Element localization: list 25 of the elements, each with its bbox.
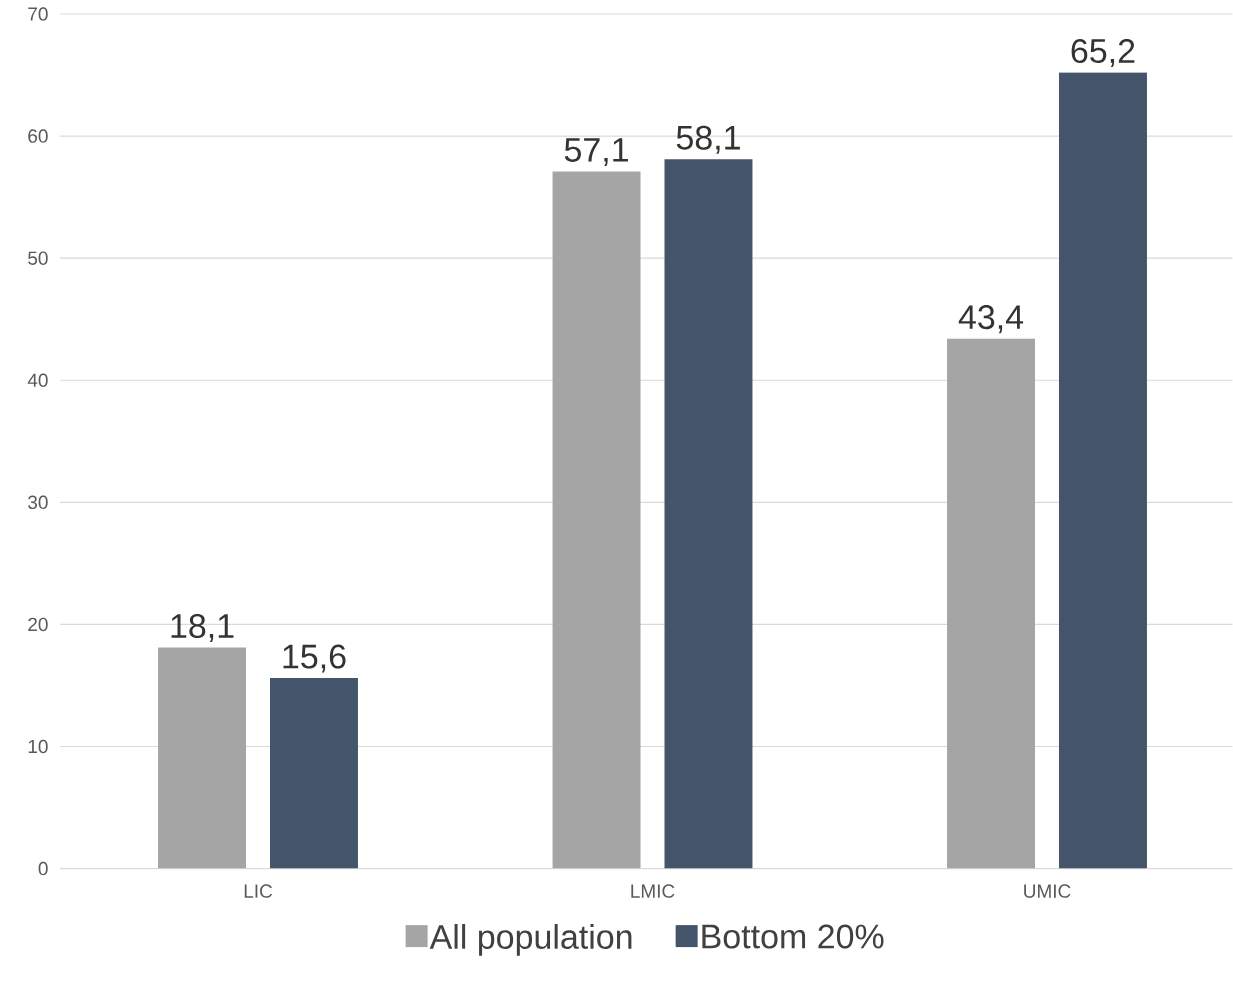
y-tick-label: 10 bbox=[28, 740, 48, 754]
bar bbox=[947, 338, 1036, 869]
y-tick-label: 60 bbox=[28, 129, 48, 144]
y-tick-label: 30 bbox=[28, 495, 48, 510]
x-tick-label: LIC bbox=[244, 884, 273, 899]
y-tick-label: 70 bbox=[28, 7, 48, 21]
y-tick-label: 20 bbox=[28, 617, 48, 632]
x-tick-label: UMIC bbox=[1024, 884, 1071, 899]
bar bbox=[664, 159, 753, 869]
data-label: 58,1 bbox=[676, 125, 740, 154]
bar bbox=[552, 171, 641, 869]
x-tick-label: LMIC bbox=[631, 884, 675, 899]
bar bbox=[270, 678, 358, 869]
data-label: 57,1 bbox=[564, 138, 628, 167]
data-label: 43,4 bbox=[958, 305, 1024, 334]
legend-label: Bottom 20% bbox=[702, 924, 884, 949]
y-tick-label: 0 bbox=[38, 862, 48, 876]
data-label: 15,6 bbox=[283, 644, 346, 673]
data-label: 65,2 bbox=[1071, 39, 1135, 68]
bar bbox=[158, 647, 247, 869]
y-tick-label: 50 bbox=[28, 251, 48, 266]
legend-label: All population bbox=[429, 924, 632, 956]
data-label: 18,1 bbox=[171, 614, 234, 643]
bar bbox=[1058, 72, 1147, 869]
y-tick-label: 40 bbox=[27, 373, 48, 388]
